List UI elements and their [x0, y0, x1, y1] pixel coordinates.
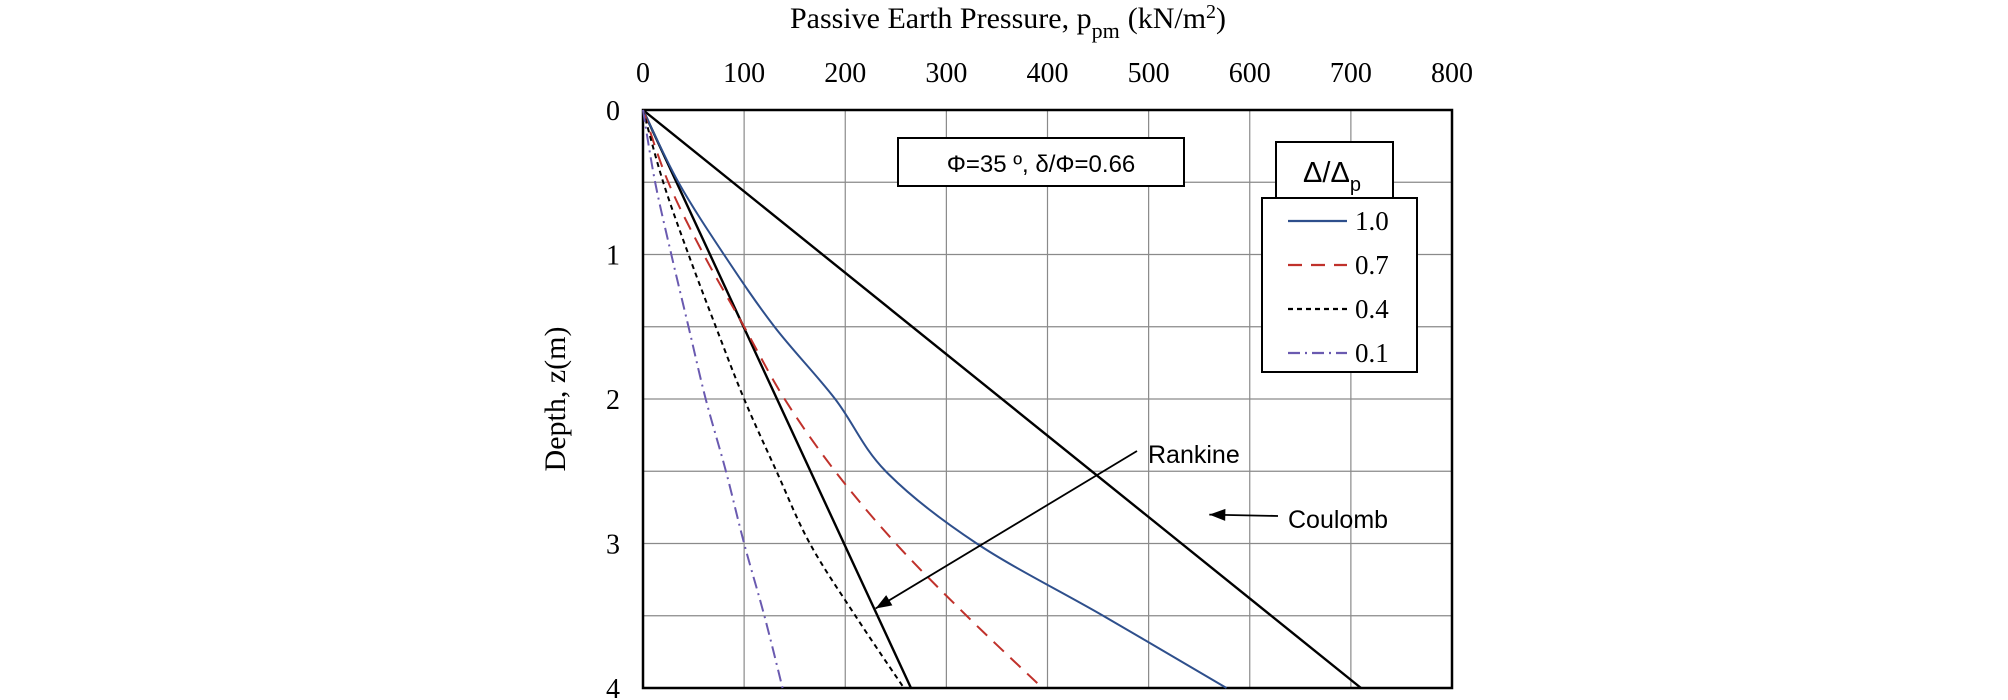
x-tick-label: 200 [824, 58, 866, 89]
x-axis-title-main: Passive Earth Pressure, p [790, 2, 1092, 35]
x-axis-title-sub: pm [1092, 18, 1120, 43]
annotation-rankine: Rankine [875, 441, 1240, 610]
y-tick-label: 4 [606, 674, 620, 700]
annotation-coulomb-arrowhead [1209, 508, 1226, 521]
x-tick-label: 300 [925, 58, 967, 89]
x-tick-label: 0 [636, 58, 650, 89]
series-lines [642, 109, 1227, 689]
y-tick-label: 3 [606, 530, 620, 561]
annotation-rankine-arrowhead [875, 595, 893, 609]
legend-title-box [1275, 141, 1394, 199]
series-line-0-4 [642, 109, 905, 689]
parameter-box-text: Φ=35 º, δ/Φ=0.66 [947, 151, 1136, 178]
parameter-box: Φ=35 º, δ/Φ=0.66 [897, 137, 1185, 187]
x-axis-title-unit-sup: 2 [1206, 1, 1216, 23]
x-tick-label: 100 [723, 58, 765, 89]
x-axis-title-unit-close: ) [1216, 2, 1226, 35]
reference-line-coulomb [642, 109, 1362, 689]
reference-line-rankine [641, 109, 913, 689]
y-tick-labels: 0 1 2 3 4 [606, 96, 620, 700]
legend: Δ/Δp 1.0 0.7 0.4 0.1 [1261, 141, 1418, 373]
x-axis-title: Passive Earth Pressure, ppm (kN/m2) [790, 1, 1226, 43]
legend-entries: 1.0 0.7 0.4 0.1 [1288, 206, 1389, 368]
parameter-box-frame [897, 137, 1185, 187]
annotation-coulomb: Coulomb [1209, 506, 1388, 534]
x-tick-label: 600 [1229, 58, 1271, 89]
x-tick-label: 700 [1330, 58, 1372, 89]
legend-entries-box [1261, 197, 1418, 373]
legend-label: 0.7 [1355, 250, 1389, 280]
x-tick-label: 400 [1027, 58, 1069, 89]
annotation-coulomb-label: Coulomb [1288, 506, 1388, 534]
legend-title: Δ/Δp [1303, 157, 1361, 196]
x-tick-labels: 0 100 200 300 400 500 600 700 800 [636, 58, 1473, 89]
legend-title-main: Δ/Δ [1303, 157, 1350, 189]
reference-lines [641, 109, 1362, 689]
y-tick-label: 0 [606, 96, 620, 127]
legend-label: 1.0 [1355, 206, 1389, 236]
y-tick-label: 1 [606, 241, 620, 272]
x-axis-title-unit: (kN/m [1128, 2, 1206, 35]
plot-frame [641, 108, 1454, 690]
series-line-0-7 [642, 109, 1044, 689]
annotation-rankine-label: Rankine [1148, 441, 1240, 469]
annotation-rankine-arrow [875, 450, 1138, 610]
x-tick-label: 500 [1128, 58, 1170, 89]
x-tick-label: 800 [1431, 58, 1473, 89]
legend-label: 0.4 [1355, 294, 1389, 324]
legend-label: 0.1 [1355, 338, 1389, 368]
y-tick-label: 2 [606, 385, 620, 416]
legend-title-sub: p [1350, 174, 1361, 196]
series-line-1-0 [642, 109, 1227, 689]
series-line-0-1 [642, 109, 784, 689]
y-axis-title: Depth, z(m) [539, 327, 572, 472]
